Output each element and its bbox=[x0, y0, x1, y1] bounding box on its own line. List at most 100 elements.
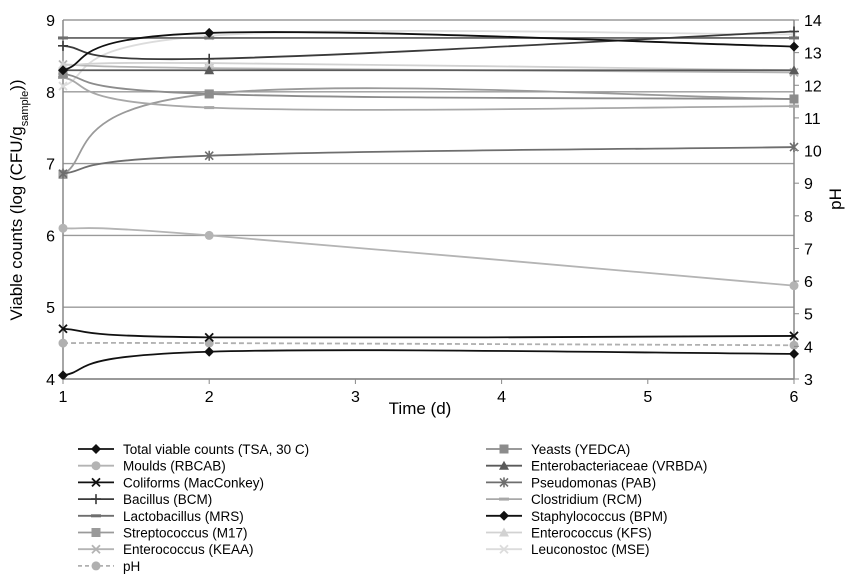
legend-marker bbox=[91, 528, 101, 537]
series-13 bbox=[58, 29, 799, 91]
legend-label: Moulds (RBCAB) bbox=[123, 459, 226, 474]
data-point bbox=[58, 65, 68, 76]
y-tick-label: 6 bbox=[46, 228, 55, 245]
legend-label: Streptococcus (M17) bbox=[123, 526, 248, 541]
legend-marker bbox=[499, 497, 509, 501]
legend-item: Enterococcus (KEAA) bbox=[78, 542, 254, 557]
legend-item: Pseudomonas (PAB) bbox=[486, 475, 656, 490]
legend-label: Total viable counts (TSA, 30 C) bbox=[123, 442, 309, 457]
legend-item: Coliforms (MacConkey) bbox=[78, 475, 264, 490]
data-point bbox=[58, 36, 68, 40]
y2-tick-label: 12 bbox=[804, 78, 822, 95]
legend-item: Bacillus (BCM) bbox=[78, 492, 212, 507]
data-point bbox=[789, 94, 799, 104]
series-line bbox=[62, 76, 795, 111]
legend-label: Coliforms (MacConkey) bbox=[123, 475, 264, 490]
data-point bbox=[204, 53, 215, 64]
legend-marker bbox=[91, 544, 101, 554]
legend-marker bbox=[91, 514, 101, 518]
series-line bbox=[62, 146, 795, 175]
legend-label: Enterococcus (KEAA) bbox=[123, 542, 254, 557]
legend-label: Enterococcus (KFS) bbox=[531, 526, 652, 541]
y2-axis-title: pH bbox=[826, 188, 845, 210]
x-axis-title: Time (d) bbox=[389, 399, 452, 418]
axes bbox=[62, 20, 795, 380]
series-9 bbox=[58, 346, 799, 381]
series-0 bbox=[58, 27, 799, 76]
x-tick-label: 5 bbox=[643, 389, 652, 406]
series-line bbox=[62, 327, 795, 339]
series-line bbox=[62, 349, 795, 377]
y-axis-title-subscript: sample bbox=[19, 91, 31, 126]
y-tick-label: 9 bbox=[46, 13, 55, 30]
legend-marker bbox=[499, 544, 509, 554]
legend-label: Enterobacteriaceae (VRBDA) bbox=[531, 459, 707, 474]
x-tick-label: 6 bbox=[790, 389, 799, 406]
legend-item: Enterococcus (KFS) bbox=[486, 526, 652, 541]
legend-marker bbox=[91, 494, 101, 505]
data-point bbox=[789, 65, 799, 75]
data-point bbox=[58, 370, 68, 381]
series-line bbox=[62, 30, 795, 61]
data-point bbox=[58, 81, 68, 91]
data-point bbox=[204, 150, 214, 161]
legend-label: Clostridium (RCM) bbox=[531, 492, 642, 507]
data-point bbox=[204, 332, 214, 342]
legend-item: Total viable counts (TSA, 30 C) bbox=[78, 442, 309, 457]
y2-tick-label: 3 bbox=[804, 372, 813, 389]
data-point bbox=[204, 106, 215, 110]
legend-label: Staphylococcus (BPM) bbox=[531, 509, 668, 524]
legend-label: Bacillus (BCM) bbox=[123, 492, 212, 507]
data-point bbox=[58, 168, 68, 179]
y2-tick-label: 11 bbox=[804, 111, 821, 128]
legend-marker bbox=[91, 444, 101, 454]
legend-marker bbox=[91, 561, 101, 571]
data-point bbox=[789, 41, 799, 52]
legend-item: Staphylococcus (BPM) bbox=[486, 509, 668, 524]
x-tick-label: 2 bbox=[205, 389, 214, 406]
y-tick-label: 4 bbox=[46, 372, 55, 389]
y2-tick-label: 7 bbox=[804, 241, 813, 258]
data-point bbox=[58, 60, 68, 70]
x-tick-label: 3 bbox=[351, 389, 360, 406]
series-line bbox=[62, 342, 795, 347]
y2-tick-label: 4 bbox=[804, 339, 813, 356]
data-point bbox=[204, 346, 215, 357]
series-line bbox=[62, 72, 795, 100]
data-point bbox=[789, 36, 799, 40]
legend-item: Clostridium (RCM) bbox=[486, 492, 642, 507]
data-point bbox=[204, 65, 215, 75]
legend-item: Yeasts (YEDCA) bbox=[486, 442, 630, 457]
y-axis-title-end: )) bbox=[7, 79, 26, 90]
data-point bbox=[789, 281, 799, 291]
y2-tick-label: 14 bbox=[804, 13, 822, 30]
y-axis-title: Viable counts (log (CFU/gsample)) bbox=[7, 79, 31, 320]
series-line bbox=[62, 61, 795, 72]
y2-tick-label: 10 bbox=[804, 144, 822, 161]
x-tick-label: 1 bbox=[59, 389, 68, 406]
series-10 bbox=[58, 87, 799, 179]
legend-marker bbox=[499, 477, 509, 488]
series-4 bbox=[58, 324, 799, 342]
series-line bbox=[62, 31, 795, 72]
legend-label: pH bbox=[123, 559, 140, 574]
y2-tick-label: 8 bbox=[804, 209, 813, 226]
data-point bbox=[58, 40, 68, 51]
series-14 bbox=[58, 338, 799, 350]
legend-marker bbox=[91, 461, 101, 471]
legend-marker bbox=[91, 477, 101, 488]
data-point bbox=[789, 340, 799, 350]
y-tick-label: 7 bbox=[46, 157, 55, 174]
legend-item: Lactobacillus (MRS) bbox=[78, 509, 244, 524]
series-3 bbox=[58, 65, 799, 75]
y2-tick-label: 9 bbox=[804, 176, 813, 193]
data-point bbox=[58, 338, 68, 348]
series-6 bbox=[58, 26, 799, 64]
y2-tick-label: 13 bbox=[804, 46, 822, 63]
legend-marker bbox=[499, 527, 509, 537]
grid bbox=[63, 19, 794, 380]
legend-item: Leuconostoc (MSE) bbox=[486, 542, 650, 557]
legend-label: Pseudomonas (PAB) bbox=[531, 475, 656, 490]
